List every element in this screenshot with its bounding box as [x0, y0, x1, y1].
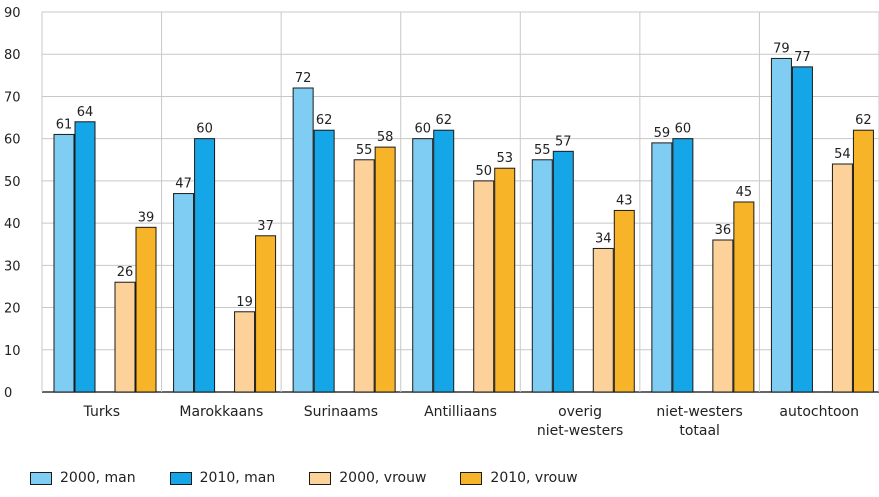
- x-tick-label: totaal: [679, 423, 720, 439]
- y-tick-label: 50: [4, 175, 21, 190]
- bar: [592, 247, 614, 393]
- legend-swatch-2010-man: [169, 471, 192, 485]
- data-label: 64: [77, 105, 94, 120]
- data-label: 61: [56, 117, 73, 132]
- bar: [353, 159, 375, 393]
- data-label: 45: [736, 185, 753, 200]
- data-label: 59: [654, 126, 671, 141]
- bar: [374, 146, 396, 393]
- data-label: 19: [236, 295, 253, 310]
- bar: [651, 142, 673, 393]
- legend-item-2010-man: 2010, man: [169, 470, 276, 486]
- y-tick-label: 0: [4, 386, 12, 401]
- legend-label-2000-vrouw: 2000, vrouw: [339, 470, 427, 486]
- y-tick-label: 60: [4, 133, 21, 148]
- data-label: 62: [435, 113, 452, 128]
- data-label: 47: [175, 177, 192, 192]
- x-tick-label: overig: [558, 404, 602, 420]
- x-tick-label: autochtoon: [779, 404, 859, 420]
- legend-item-2000-man: 2000, man: [30, 470, 136, 486]
- data-label: 39: [138, 210, 155, 225]
- x-tick-label: Antilliaans: [424, 404, 497, 420]
- data-label: 77: [794, 50, 811, 65]
- legend-item-2000-vrouw: 2000, vrouw: [309, 470, 426, 486]
- bar: [74, 121, 96, 393]
- data-label: 58: [377, 130, 394, 145]
- bar: [712, 239, 734, 393]
- data-label: 62: [855, 113, 872, 128]
- bar: [433, 129, 455, 393]
- y-tick-label: 30: [4, 259, 21, 274]
- legend-swatch-2000-man: [30, 471, 52, 485]
- bar: [313, 129, 335, 393]
- bar: [292, 87, 314, 393]
- bar: [791, 66, 813, 393]
- x-tick-label: Marokkaans: [179, 404, 263, 420]
- bar: [194, 138, 216, 393]
- bar: [135, 226, 157, 393]
- bar: [733, 201, 755, 393]
- data-label: 43: [616, 193, 633, 208]
- data-label: 34: [595, 231, 612, 246]
- bar: [672, 138, 694, 393]
- x-tick-label: niet-westers: [537, 423, 623, 439]
- bar: [613, 209, 635, 393]
- x-tick-label: Turks: [83, 404, 120, 420]
- legend-label-2010-vrouw: 2010, vrouw: [490, 470, 578, 486]
- y-tick-label: 10: [4, 344, 21, 359]
- y-tick-label: 40: [4, 217, 21, 232]
- legend-label-2000-man: 2000, man: [60, 470, 136, 486]
- data-label: 54: [834, 147, 851, 162]
- bar: [852, 129, 874, 393]
- data-label: 79: [773, 41, 790, 56]
- data-label: 60: [414, 122, 431, 137]
- data-label: 55: [534, 143, 551, 158]
- data-label: 53: [496, 151, 513, 166]
- bar: [531, 159, 553, 393]
- data-label: 37: [257, 219, 274, 234]
- data-label: 36: [715, 223, 732, 238]
- data-label: 50: [475, 164, 492, 179]
- bar: [770, 57, 792, 393]
- bar: [552, 150, 574, 393]
- data-label: 60: [675, 122, 692, 137]
- bar: [412, 138, 434, 393]
- bar: [831, 163, 853, 393]
- data-label: 62: [316, 113, 333, 128]
- data-label: 26: [117, 265, 134, 280]
- data-label: 55: [356, 143, 373, 158]
- data-label: 72: [295, 71, 312, 86]
- x-tick-label: niet-westers: [656, 404, 742, 420]
- y-tick-label: 20: [4, 302, 21, 317]
- data-label: 57: [555, 134, 572, 149]
- bar: [255, 235, 277, 393]
- y-tick-label: 80: [4, 48, 21, 63]
- bar: [473, 180, 495, 393]
- x-tick-label: Surinaams: [304, 404, 378, 420]
- legend-label-2010-man: 2010, man: [199, 470, 276, 486]
- bar: [53, 133, 75, 393]
- bar: [494, 167, 516, 393]
- y-tick-label: 70: [4, 90, 21, 105]
- legend-swatch-2010-vrouw: [460, 471, 483, 485]
- data-label: 60: [196, 122, 213, 137]
- legend: 2000, man 2010, man 2000, vrouw 2010, vr…: [30, 470, 612, 486]
- y-tick-label: 90: [4, 6, 21, 21]
- legend-item-2010-vrouw: 2010, vrouw: [460, 470, 578, 486]
- bar: [114, 281, 136, 393]
- bar: [234, 311, 256, 393]
- bar: [173, 193, 195, 393]
- legend-swatch-2000-vrouw: [309, 471, 332, 485]
